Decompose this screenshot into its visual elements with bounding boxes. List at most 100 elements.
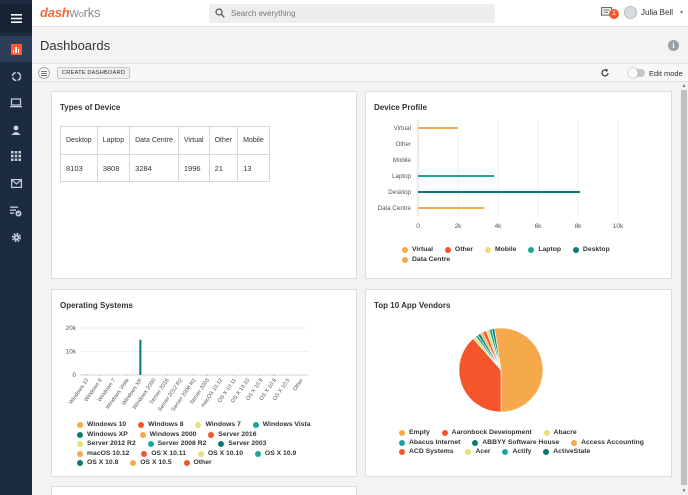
edit-mode-label: Edit mode xyxy=(649,69,683,78)
legend-item[interactable]: Windows XP xyxy=(77,431,128,439)
legend-item[interactable]: Server 2003 xyxy=(218,440,266,448)
legend-item[interactable]: Other xyxy=(444,246,473,254)
operating-systems-widget: Operating Systems 0 10k 20k Windows 10 Windo… xyxy=(51,289,357,477)
legend-item[interactable]: Windows 2000 xyxy=(139,431,196,439)
x-tick-label: 6k xyxy=(535,223,543,230)
widget-title: Device Profile xyxy=(374,103,427,112)
user-name[interactable]: Julia Bell xyxy=(641,8,674,17)
search-input[interactable] xyxy=(231,6,486,21)
legend-item[interactable]: OS X 10.8 xyxy=(77,459,118,467)
legend-item[interactable]: Desktop xyxy=(572,246,610,254)
legend-item[interactable]: Windows 10 xyxy=(77,421,126,429)
dashboards-icon[interactable] xyxy=(0,36,32,62)
page-title: Dashboards xyxy=(40,38,111,53)
table-header: Mobile xyxy=(237,126,270,155)
settings-icon[interactable] xyxy=(0,224,32,250)
legend-item[interactable]: Abacre xyxy=(543,429,577,437)
legend-item[interactable]: Actify xyxy=(502,448,531,456)
device-profile-chart: 0 2k 4k 6k 8k 10k Virtual Other Mobile Laptop Desk… xyxy=(378,120,624,230)
refresh-icon[interactable] xyxy=(600,68,610,78)
table-header: Other xyxy=(208,126,239,155)
widget-title: Types of Device xyxy=(60,103,121,112)
y-tick-label: Laptop xyxy=(392,173,411,180)
menu-icon[interactable] xyxy=(0,4,32,32)
table-cell: 3284 xyxy=(129,154,179,182)
y-tick-label: Virtual xyxy=(394,125,411,132)
bar xyxy=(418,207,484,209)
legend-item[interactable]: macOS 10.12 xyxy=(77,450,129,458)
legend-item[interactable]: Empty xyxy=(399,429,430,437)
x-tick-label: Other xyxy=(292,378,305,393)
top-app-vendors-chart xyxy=(458,327,544,413)
legend-item[interactable]: Mobile xyxy=(484,246,516,254)
pie-slice xyxy=(491,328,502,371)
legend-item[interactable]: Windows 7 xyxy=(195,421,241,429)
search-bar xyxy=(209,4,495,23)
scroll-down-icon[interactable]: ▼ xyxy=(681,488,687,494)
bar xyxy=(112,374,115,375)
evergreen-icon[interactable] xyxy=(0,198,32,224)
legend-item[interactable]: Abacus Internet xyxy=(399,439,460,447)
y-tick-label: 0 xyxy=(72,372,76,379)
legend-item[interactable]: Other xyxy=(183,459,212,467)
legend-item[interactable]: OS X 10.9 xyxy=(254,450,296,458)
legend-item[interactable]: ActiveState xyxy=(543,448,590,456)
search-icon xyxy=(215,8,225,18)
legend-item[interactable]: Virtual xyxy=(402,246,433,254)
dashboard-toolbar: CREATE DASHBOARD Edit mode xyxy=(32,63,688,82)
bar xyxy=(418,175,495,177)
legend-item[interactable]: Windows Vista xyxy=(252,421,311,429)
table-cell: 1996 xyxy=(177,154,210,182)
dashboard-menu-icon[interactable] xyxy=(38,67,50,79)
avatar[interactable] xyxy=(624,6,637,19)
legend-item[interactable]: OS X 10.5 xyxy=(130,459,172,467)
y-tick-label: Mobile xyxy=(393,157,412,164)
legend-item[interactable]: Data Centre xyxy=(402,256,450,264)
dashworks-logo[interactable]: dashworks xyxy=(40,5,101,20)
x-tick-label: 4k xyxy=(495,223,503,230)
legend-item[interactable]: Server 2012 R2 xyxy=(77,440,136,448)
operating-systems-legend: Windows 10 Windows 8 Windows 7 Windows V… xyxy=(77,421,337,469)
y-tick-label: Desktop xyxy=(388,189,411,196)
legend-item[interactable]: OS X 10.11 xyxy=(141,450,186,458)
top-app-vendors-legend: Empty Aaronbock Development Abacre Abacu… xyxy=(399,429,659,458)
next-widget-partial xyxy=(51,486,357,495)
bar xyxy=(418,127,458,129)
device-types-table: Desktop Laptop Data Centre Virtual Other… xyxy=(60,126,270,182)
scroll-up-icon[interactable]: ▲ xyxy=(681,83,687,89)
applications-icon[interactable] xyxy=(0,143,32,169)
legend-item[interactable]: Acer xyxy=(465,448,491,456)
mailboxes-icon[interactable] xyxy=(0,170,32,196)
devices-icon[interactable] xyxy=(0,90,32,116)
legend-item[interactable]: Server 2016 xyxy=(208,431,256,439)
notification-badge: 1 xyxy=(609,9,619,19)
x-tick-label: 10k xyxy=(613,223,624,230)
sidebar xyxy=(0,0,32,495)
top-app-vendors-widget: Top 10 App Vendors Empty Aaronbock Devel… xyxy=(365,289,672,477)
table-cell: 3808 xyxy=(96,154,131,182)
legend-item[interactable]: Server 2008 R2 xyxy=(147,440,206,448)
create-dashboard-button[interactable]: CREATE DASHBOARD xyxy=(57,67,131,79)
scrollbar-thumb[interactable] xyxy=(681,90,687,485)
projects-icon[interactable] xyxy=(0,63,32,89)
legend-item[interactable]: ABBYY Software House xyxy=(472,439,559,447)
y-tick-label: Data Centre xyxy=(378,205,412,212)
legend-item[interactable]: Aaronbock Development xyxy=(441,429,532,437)
chevron-down-icon[interactable]: ▾ xyxy=(680,10,684,16)
info-icon[interactable]: i xyxy=(668,40,679,51)
vertical-scrollbar[interactable]: ▲ ▼ xyxy=(680,82,688,495)
legend-item[interactable]: Laptop xyxy=(528,246,561,254)
pie-slice xyxy=(458,338,502,413)
x-tick-label: 8k xyxy=(575,223,583,230)
legend-item[interactable]: OS X 10.10 xyxy=(197,450,243,458)
bar xyxy=(418,191,581,193)
y-tick-label: Other xyxy=(396,141,411,148)
table-cell: 13 xyxy=(237,154,270,182)
widget-title: Top 10 App Vendors xyxy=(374,301,451,310)
users-icon[interactable] xyxy=(0,117,32,143)
table-header: Virtual xyxy=(177,126,210,155)
edit-mode-toggle[interactable] xyxy=(628,68,645,78)
legend-item[interactable]: ACD Systems xyxy=(399,448,454,456)
legend-item[interactable]: Access Accounting xyxy=(571,439,644,447)
legend-item[interactable]: Windows 8 xyxy=(138,421,184,429)
